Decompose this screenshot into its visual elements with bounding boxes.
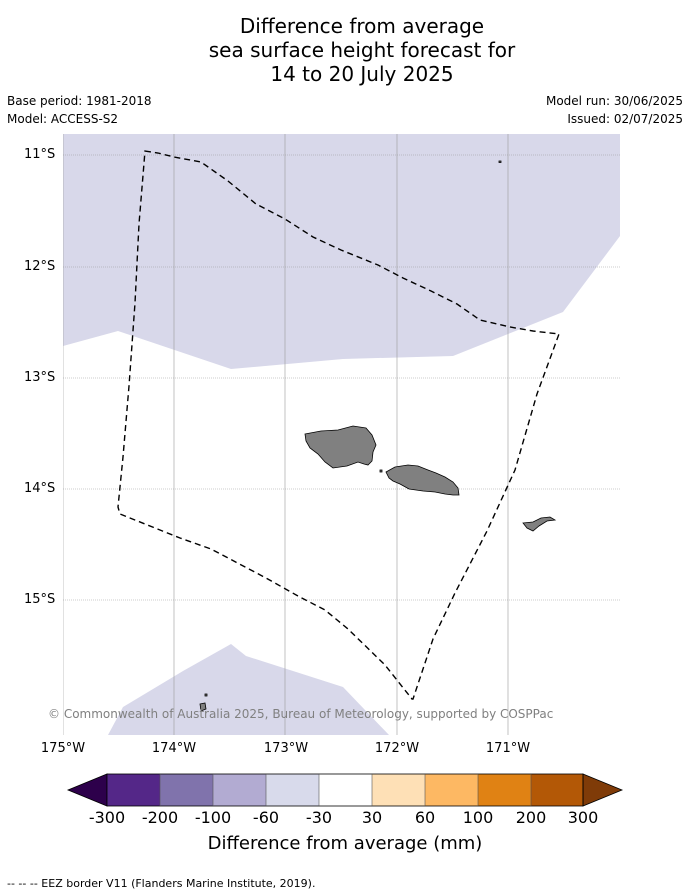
anomaly-area-south bbox=[108, 644, 389, 735]
colorbar-tick: -100 bbox=[194, 808, 232, 827]
colorbar-segment-4 bbox=[266, 774, 319, 806]
lat-label-14s: 14°S bbox=[24, 481, 56, 496]
savaii-island bbox=[304, 425, 377, 469]
colorbar-segment-5 bbox=[319, 774, 372, 806]
colorbar-tick: -200 bbox=[141, 808, 179, 827]
colorbar-tick: -30 bbox=[305, 808, 333, 827]
anomaly-area-north bbox=[63, 134, 620, 369]
colorbar bbox=[66, 773, 624, 807]
title-line-2: sea surface height forecast for bbox=[208, 38, 516, 62]
eez-border bbox=[117, 150, 560, 700]
southern-islet-2 bbox=[204, 693, 208, 697]
graticule bbox=[63, 134, 620, 735]
lon-label-173w: 173°W bbox=[263, 741, 309, 756]
colorbar-tick: 30 bbox=[361, 808, 383, 827]
lon-label-175w: 175°W bbox=[40, 741, 86, 756]
southern-islet bbox=[199, 702, 207, 712]
model-name: Model: ACCESS-S2 bbox=[7, 112, 119, 126]
colorbar-segment-3 bbox=[213, 774, 266, 806]
colorbar-label: Difference from average (mm) bbox=[207, 833, 483, 854]
lat-label-11s: 11°S bbox=[24, 147, 56, 162]
lat-label-15s: 15°S bbox=[24, 592, 56, 607]
colorbar-segment-7 bbox=[425, 774, 478, 806]
colorbar-tick: 60 bbox=[414, 808, 436, 827]
map-panel bbox=[63, 134, 620, 735]
colorbar-segment-9 bbox=[531, 774, 583, 806]
colorbar-low-extend bbox=[66, 773, 108, 807]
colorbar-segment-1 bbox=[107, 774, 160, 806]
colorbar-tick: 100 bbox=[462, 808, 494, 827]
title-line-1: Difference from average bbox=[239, 14, 485, 38]
colorbar-tick: -300 bbox=[88, 808, 126, 827]
eez-legend-note: -- -- -- EEZ border V11 (Flanders Marine… bbox=[7, 877, 316, 890]
title-line-3: 14 to 20 July 2025 bbox=[270, 62, 454, 86]
lon-label-172w: 172°W bbox=[374, 741, 420, 756]
upolu-island bbox=[385, 464, 460, 496]
tutuila-island bbox=[522, 516, 557, 532]
northern-islet bbox=[498, 160, 502, 163]
apolima-islet bbox=[379, 469, 383, 473]
lon-label-174w: 174°W bbox=[151, 741, 197, 756]
lat-label-12s: 12°S bbox=[24, 259, 56, 274]
colorbar-tick: 200 bbox=[515, 808, 547, 827]
issued-date: Issued: 02/07/2025 bbox=[567, 112, 683, 126]
land bbox=[199, 160, 557, 712]
colorbar-segment-8 bbox=[478, 774, 531, 806]
copyright-text: © Commonwealth of Australia 2025, Bureau… bbox=[48, 707, 554, 721]
model-run: Model run: 30/06/2025 bbox=[545, 94, 683, 108]
lat-label-13s: 13°S bbox=[24, 370, 56, 385]
colorbar-segment-6 bbox=[372, 774, 425, 806]
colorbar-segment-2 bbox=[160, 774, 213, 806]
base-period: Base period: 1981-2018 bbox=[7, 94, 152, 108]
colorbar-outline bbox=[106, 773, 584, 807]
map-title: Difference from average sea surface heig… bbox=[0, 14, 690, 86]
colorbar-high-extend bbox=[582, 773, 624, 807]
colorbar-tick: 300 bbox=[567, 808, 599, 827]
colorbar-tick: -60 bbox=[252, 808, 280, 827]
lon-label-171w: 171°W bbox=[485, 741, 531, 756]
